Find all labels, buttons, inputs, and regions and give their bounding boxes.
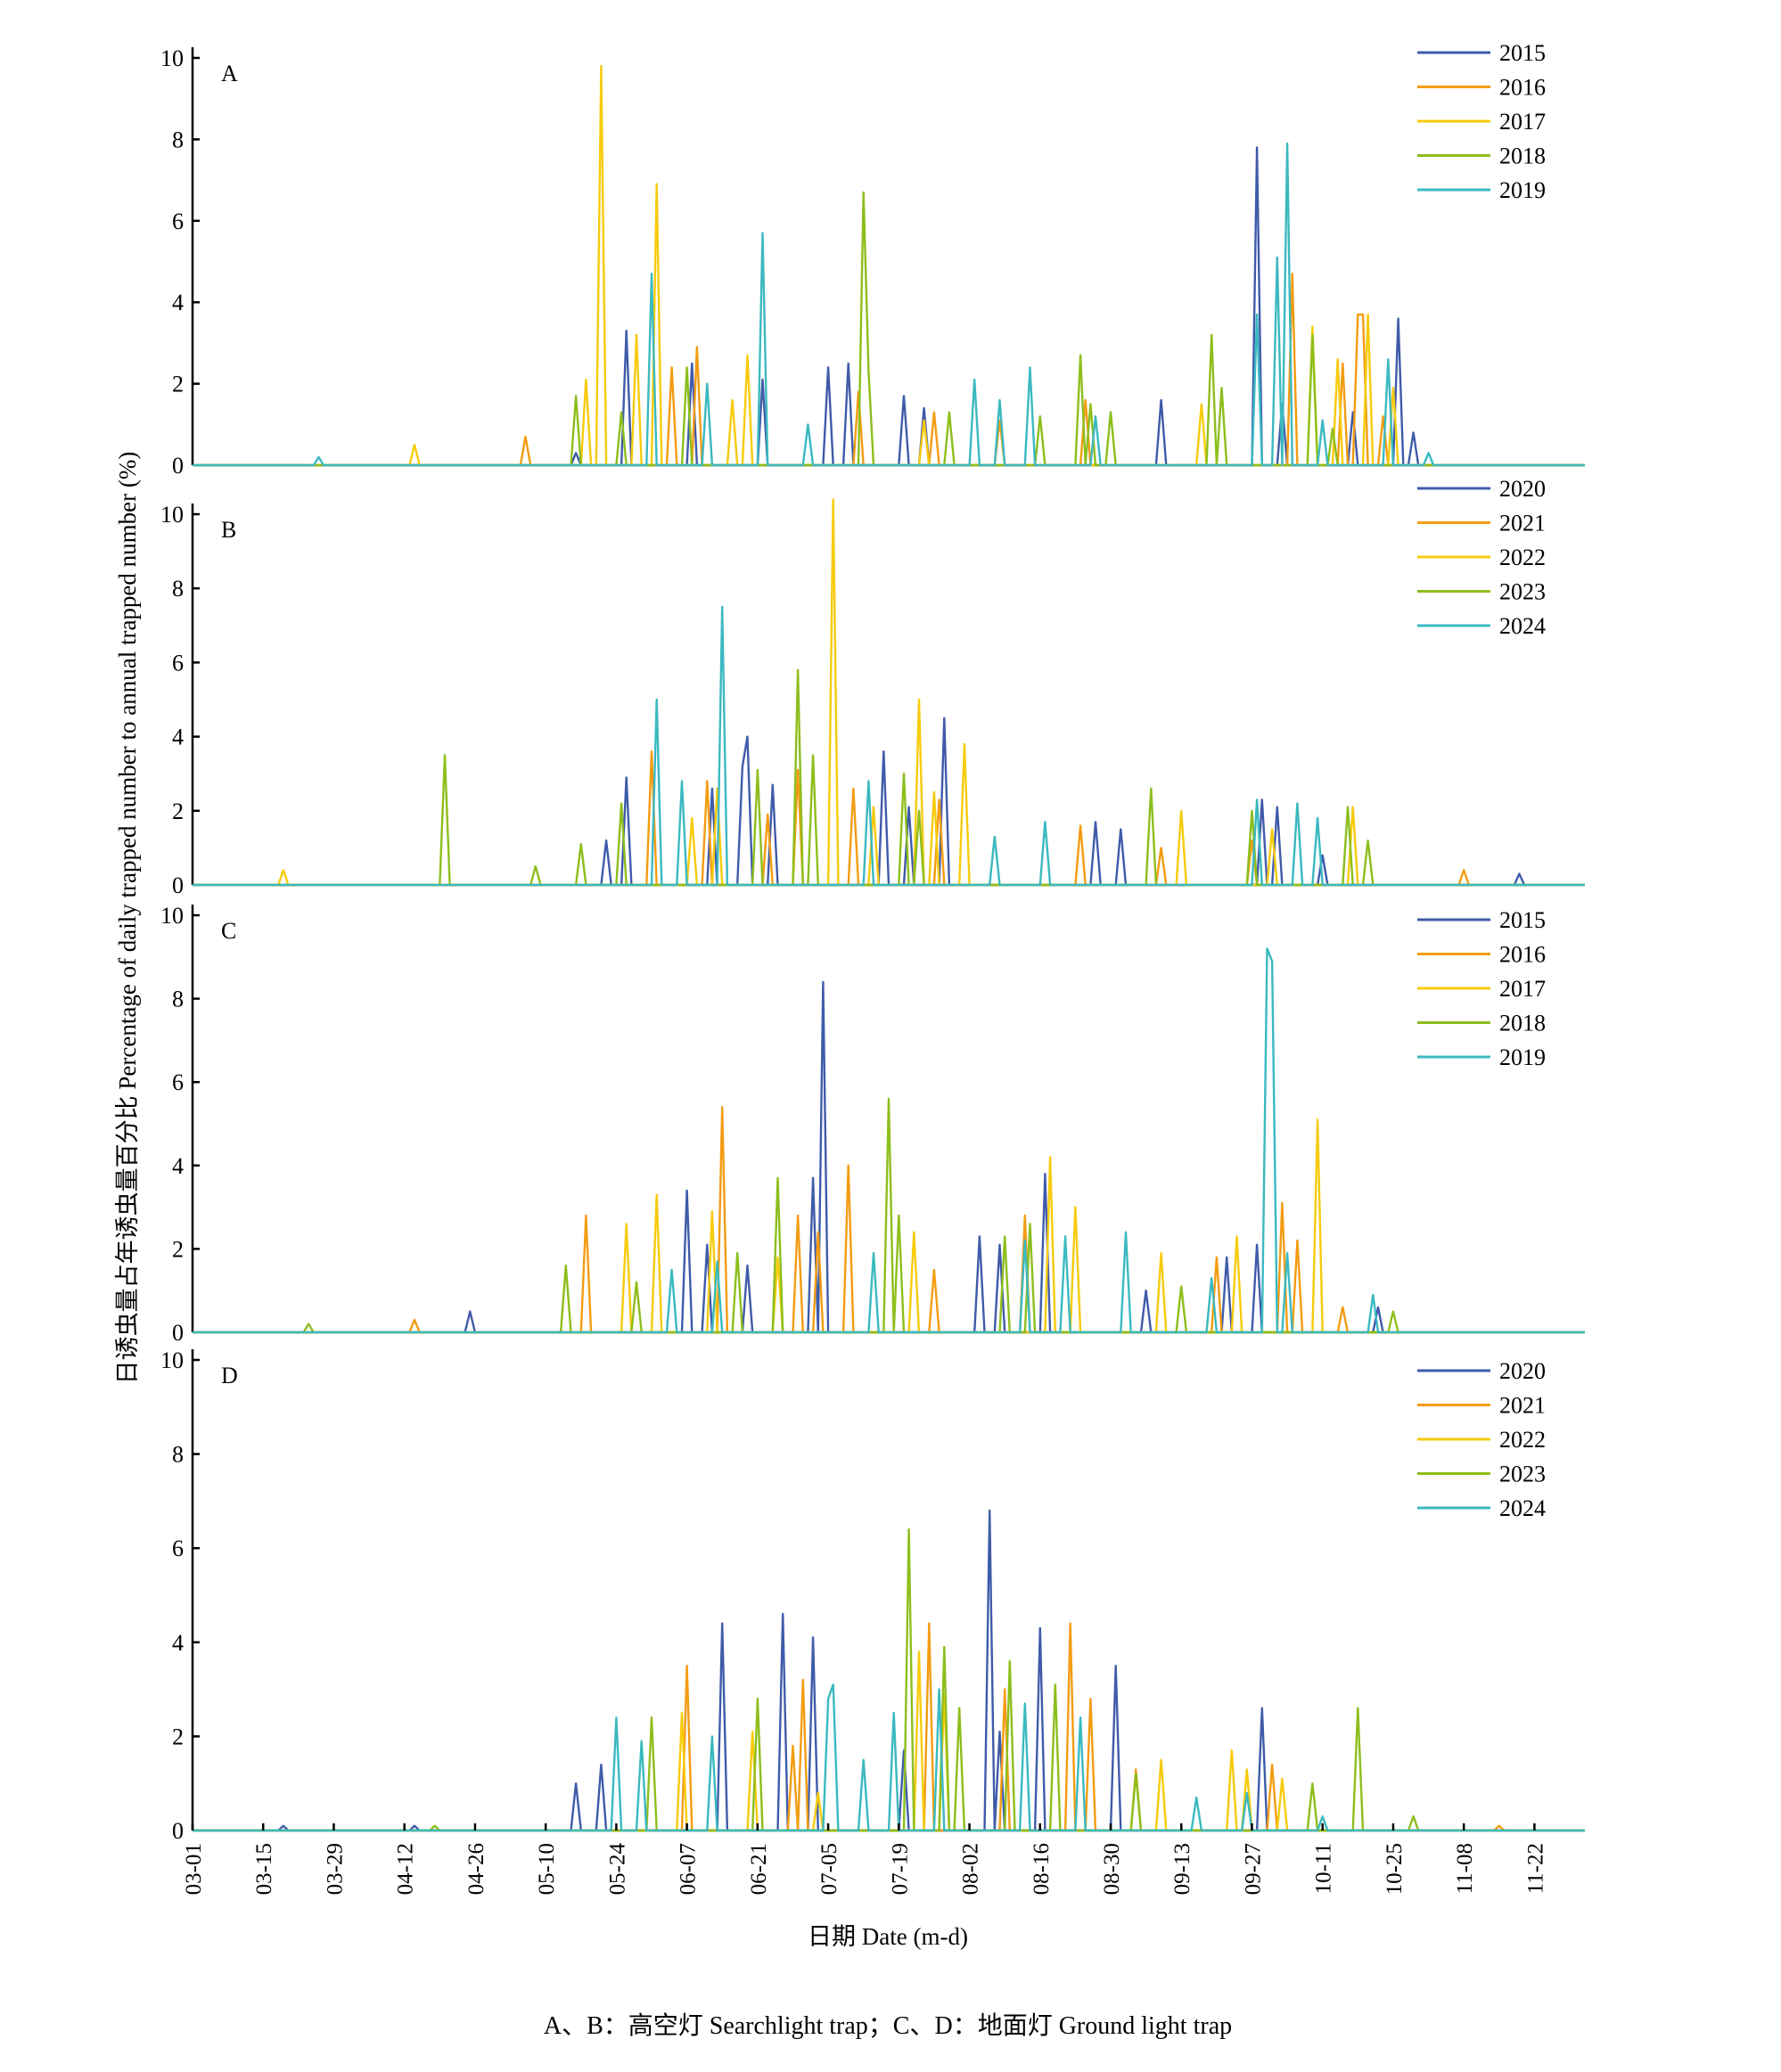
y-tick-label: 4 [172, 725, 184, 750]
y-tick-label: 10 [160, 903, 184, 929]
legend-label: 2024 [1499, 1495, 1546, 1521]
x-tick-label: 11-22 [1523, 1843, 1547, 1894]
legend-label: 2017 [1499, 976, 1546, 1002]
legend-label: 2021 [1499, 1393, 1546, 1419]
y-tick-label: 10 [160, 45, 184, 71]
series-line-2017 [193, 1118, 1585, 1334]
y-tick-label: 10 [160, 1347, 184, 1373]
series-line-2020 [193, 717, 1585, 887]
x-tick-labels: 03-01 03-15 03-29 04-12 04-26 05-10 05-24 06-07… [182, 1823, 1547, 1895]
legend-label: 2016 [1499, 942, 1546, 968]
series-line-2017 [193, 64, 1585, 467]
legend-label: 2021 [1499, 511, 1546, 536]
y-tick-label: 0 [172, 1320, 184, 1346]
panel-c: 0 2 4 6 8 10 C 2015 2016 2017 2018 2019 [160, 903, 1585, 1346]
legend-label: 2020 [1499, 476, 1546, 502]
legend-label: 2019 [1499, 1044, 1546, 1070]
figure-caption: A、B：高空灯 Searchlight trap；C、D：地面灯 Ground … [544, 2011, 1232, 2040]
panel-a: 0 2 4 6 8 10 A 2015 2016 2017 2018 2019 [160, 40, 1585, 479]
series-line-2019 [193, 142, 1585, 467]
series-line-2015 [193, 146, 1585, 467]
y-tick-label: 6 [172, 1069, 184, 1095]
series-line-2019 [193, 947, 1585, 1334]
x-tick-label: 10-25 [1383, 1843, 1407, 1895]
legend-label: 2024 [1499, 613, 1546, 639]
y-tick-label: 2 [172, 1724, 184, 1749]
x-tick-label: 07-05 [817, 1843, 841, 1895]
y-tick-label: 0 [172, 1818, 184, 1844]
panel-b: 0 2 4 6 8 10 B 2020 2021 2022 2023 2024 [160, 476, 1585, 898]
series-line-2024 [193, 605, 1585, 887]
x-tick-label: 03-29 [323, 1843, 347, 1895]
series-line-2023 [193, 1527, 1585, 1832]
legend-label: 2019 [1499, 177, 1546, 203]
legend-label: 2018 [1499, 1011, 1546, 1036]
x-tick-label: 08-30 [1100, 1843, 1124, 1895]
x-tick-label: 06-07 [677, 1843, 701, 1895]
y-tick-label: 2 [172, 1236, 184, 1262]
series-line-2022 [193, 498, 1585, 887]
legend-label: 2015 [1499, 40, 1546, 66]
panel-label: A [221, 61, 238, 86]
panel-label: C [221, 918, 236, 944]
x-tick-label: 08-16 [1030, 1843, 1054, 1895]
y-tick-label: 6 [172, 650, 184, 676]
legend-label: 2015 [1499, 907, 1546, 933]
y-tick-label: 8 [172, 576, 184, 602]
x-tick-label: 05-10 [535, 1843, 559, 1895]
panel-label: B [221, 517, 236, 543]
x-axis-label: 日期 Date (m-d) [808, 1923, 968, 1950]
y-tick-label: 4 [172, 290, 184, 315]
y-tick-label: 6 [172, 1536, 184, 1561]
y-tick-label: 6 [172, 209, 184, 234]
series-line-2018 [193, 191, 1585, 467]
x-tick-label: 09-27 [1241, 1843, 1265, 1895]
legend-label: 2023 [1499, 1462, 1546, 1487]
legend-label: 2020 [1499, 1358, 1546, 1384]
series-line-2018 [193, 1097, 1585, 1334]
x-tick-label: 03-15 [252, 1843, 276, 1895]
y-tick-label: 2 [172, 798, 184, 824]
series-line-2016 [193, 273, 1585, 467]
series-line-2015 [193, 980, 1585, 1334]
x-tick-label: 04-12 [394, 1843, 418, 1895]
legend-label: 2022 [1499, 1427, 1546, 1453]
y-tick-label: 8 [172, 1442, 184, 1468]
y-axis-label: 日诱虫量占年诱虫量百分比 Percentage of daily trapped… [114, 452, 141, 1385]
legend-label: 2016 [1499, 75, 1546, 101]
y-tick-label: 4 [172, 1630, 184, 1656]
x-tick-label: 09-13 [1170, 1843, 1194, 1895]
x-tick-label: 07-19 [888, 1843, 912, 1895]
y-tick-label: 4 [172, 1153, 184, 1179]
x-tick-label: 03-01 [182, 1843, 206, 1895]
y-tick-label: 0 [172, 872, 184, 898]
legend-label: 2022 [1499, 545, 1546, 570]
panel-label: D [221, 1363, 238, 1388]
series-line-2020 [193, 1509, 1585, 1832]
y-tick-label: 0 [172, 453, 184, 479]
series-line-2022 [193, 1650, 1585, 1832]
panels: 0246810A201520162017201820190246810B2020… [160, 40, 1585, 1844]
series-line-2021 [193, 1622, 1585, 1832]
legend-label: 2017 [1499, 109, 1546, 135]
legend-label: 2023 [1499, 579, 1546, 605]
x-tick-label: 06-21 [747, 1843, 771, 1895]
series-line-2023 [193, 668, 1585, 887]
y-tick-label: 8 [172, 127, 184, 152]
panel-d: 0 2 4 6 8 10 D 2020 2021 2022 2023 2024 [160, 1347, 1585, 1844]
x-tick-label: 04-26 [464, 1843, 488, 1895]
x-tick-label: 11-08 [1453, 1843, 1477, 1894]
series-line-2024 [193, 1683, 1585, 1832]
y-tick-label: 8 [172, 987, 184, 1012]
x-tick-label: 05-24 [605, 1843, 629, 1896]
legend-label: 2018 [1499, 143, 1546, 169]
y-tick-label: 10 [160, 502, 184, 528]
x-tick-label: 08-02 [959, 1843, 983, 1895]
y-tick-label: 2 [172, 372, 184, 397]
x-tick-label: 10-11 [1312, 1843, 1336, 1894]
